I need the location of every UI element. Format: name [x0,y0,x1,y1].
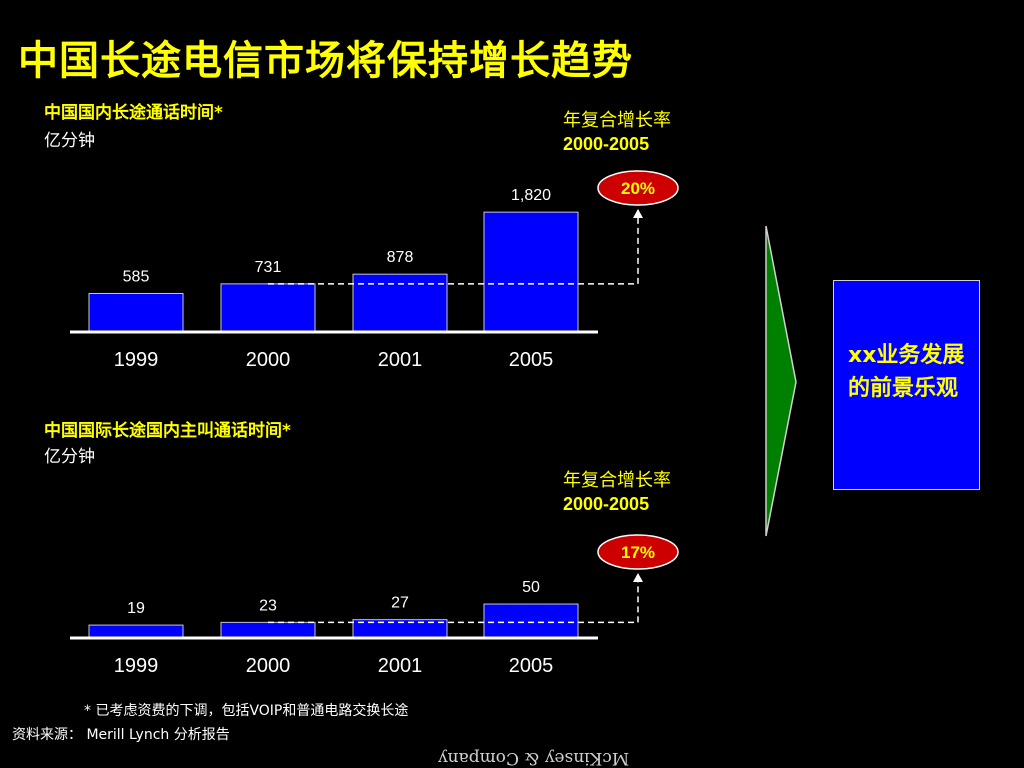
bar-2005 [483,603,579,639]
bar-value-label: 731 [255,259,282,276]
growth-connector-line [268,210,639,285]
arrow-up-icon [633,573,643,582]
chart-1: 585 1999 731 2000 878 2001 1,820 2005 20% [70,170,679,371]
bar-value-label: 1,820 [511,187,551,204]
arrow-up-icon [633,209,643,218]
x-tick-label: 1999 [114,655,159,677]
bar-2000 [220,621,316,639]
bar-value-label: 23 [259,597,277,614]
company-logo: McKinsey & Company [438,748,630,768]
x-tick-label: 2005 [509,349,554,371]
chart-1-cagr-label: 年复合增长率 [563,110,671,131]
x-tick-label: 2000 [246,655,291,677]
cagr-bubble [597,534,679,570]
cagr-value: 17% [621,543,655,562]
page-title: 中国长途电信市场将保持增长趋势 [18,38,633,84]
bar-2001 [352,273,448,333]
bar-1999 [88,292,184,333]
chart-1-title: 中国国内长途通话时间* [44,103,223,123]
bar-value-label: 19 [127,600,145,617]
chart-1-cagr-years: 2000-2005 [563,134,650,154]
bar-1999 [88,624,184,639]
outlook-box: xx业务发展的前景乐观 [833,280,980,490]
bar-value-label: 27 [391,595,409,612]
chart-2-unit: 亿分钟 [44,447,95,467]
chart-2-cagr-label: 年复合增长率 [563,470,671,491]
chart-2: 19 1999 23 2000 27 2001 50 2005 17% [70,534,679,677]
footnote: * 已考虑资费的下调，包括VOIP和普通电路交换长途 [84,703,409,719]
chart-2-title: 中国国际长途国内主叫通话时间* [44,421,291,441]
x-tick-label: 1999 [114,349,159,371]
x-tick-label: 2000 [246,349,291,371]
cagr-bubble [597,170,679,206]
outlook-text: xx业务发展的前景乐观 [848,343,965,401]
growth-connector-line [268,574,639,624]
x-tick-label: 2005 [509,655,554,677]
chart-2-cagr-years: 2000-2005 [563,494,650,514]
cagr-value: 20% [621,179,655,198]
x-tick-label: 2001 [378,655,423,677]
conclusion-arrow-icon [765,225,797,537]
bar-2005 [483,211,579,333]
bar-value-label: 50 [522,579,540,596]
bar-2000 [220,283,316,333]
source-note: 资料来源： Merill Lynch 分析报告 [12,727,230,743]
bar-value-label: 878 [387,249,414,266]
bar-value-label: 585 [123,268,150,285]
chart-1-unit: 亿分钟 [44,131,95,151]
x-tick-label: 2001 [378,349,423,371]
